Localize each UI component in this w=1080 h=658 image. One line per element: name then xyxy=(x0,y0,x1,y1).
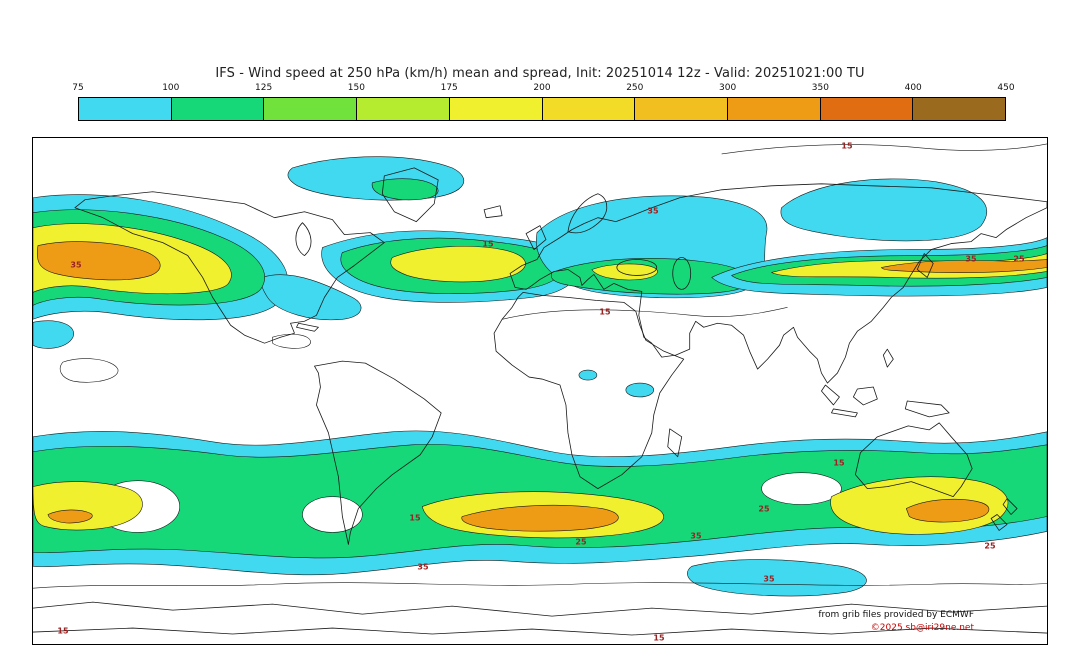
world-map-svg xyxy=(33,143,1047,636)
colorbar-segment xyxy=(171,98,265,120)
contour-label: 25 xyxy=(758,504,770,514)
wind-speed-shading xyxy=(33,156,1047,597)
contour-label: 35 xyxy=(70,260,82,270)
spread-contours xyxy=(33,143,1047,589)
colorbar-tick: 450 xyxy=(997,83,1015,93)
contour-label: 25 xyxy=(1013,254,1025,264)
map-area: from grib files provided by ECMWF ©2025 … xyxy=(32,137,1048,645)
colorbar-segment xyxy=(635,98,728,120)
colorbar-tick: 75 xyxy=(72,83,84,93)
contour-label: 35 xyxy=(763,574,775,584)
contour-label: 15 xyxy=(599,307,611,317)
colorbar: 75 100 125 150 175 200 250 300 350 400 450 xyxy=(72,82,1015,121)
colorbar-tick: 125 xyxy=(255,83,273,93)
colorbar-segment xyxy=(913,98,1006,120)
coastlines xyxy=(33,167,1047,636)
colorbar-segment xyxy=(820,98,914,120)
contour-label: 15 xyxy=(409,513,421,523)
colorbar-tick: 250 xyxy=(626,83,644,93)
colorbar-segment xyxy=(264,98,358,120)
colorbar-segment xyxy=(727,98,821,120)
colorbar-segment xyxy=(79,98,172,120)
credit-ecmwf: from grib files provided by ECMWF xyxy=(818,610,974,620)
colorbar-segment xyxy=(449,98,543,120)
colorbar-tick: 150 xyxy=(347,83,365,93)
colorbar-tick: 175 xyxy=(440,83,458,93)
colorbar-tick: 400 xyxy=(904,83,922,93)
credit-copyright: ©2025 sb@iri29ne.net xyxy=(870,623,974,633)
contour-label: 35 xyxy=(417,562,429,572)
contour-label: 15 xyxy=(653,633,665,643)
contour-label: 35 xyxy=(965,254,977,264)
colorbar-ticks: 75 100 125 150 175 200 250 300 350 400 450 xyxy=(72,82,1014,97)
colorbar-tick: 200 xyxy=(533,83,551,93)
colorbar-segment xyxy=(357,98,450,120)
contour-label: 35 xyxy=(690,531,702,541)
contour-label: 15 xyxy=(482,239,494,249)
colorbar-tick: 300 xyxy=(719,83,737,93)
colorbar-segment xyxy=(542,98,636,120)
contour-label: 35 xyxy=(647,206,659,216)
chart-title: IFS - Wind speed at 250 hPa (km/h) mean … xyxy=(215,66,865,81)
colorbar-tick: 350 xyxy=(811,83,829,93)
colorbar-segments xyxy=(78,97,1006,121)
contour-label: 25 xyxy=(575,537,587,547)
contour-label: 25 xyxy=(984,541,996,551)
contour-label: 15 xyxy=(841,141,853,151)
contour-label: 15 xyxy=(833,458,845,468)
contour-label: 15 xyxy=(57,626,69,636)
colorbar-tick: 100 xyxy=(162,83,180,93)
